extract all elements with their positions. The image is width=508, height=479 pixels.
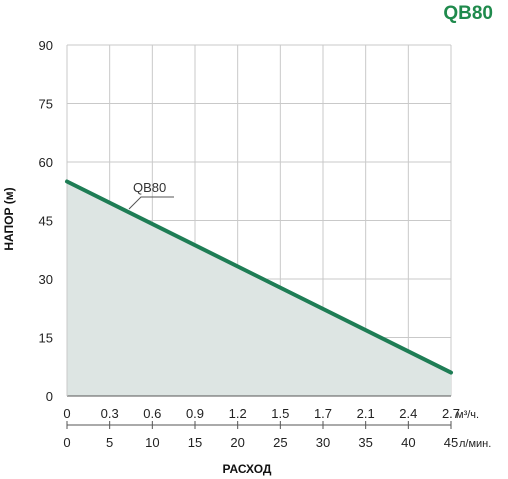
x-primary-tick-label: 2.1: [357, 406, 375, 421]
x-secondary-tick-label: 20: [230, 435, 244, 450]
x-secondary-tick-label: 40: [401, 435, 415, 450]
x-secondary-tick-label: 35: [358, 435, 372, 450]
x-primary-tick-label: 2.4: [399, 406, 417, 421]
x-primary-tick-label: 1.2: [229, 406, 247, 421]
series-label-qb80: QB80: [133, 180, 166, 195]
y-tick-label: 0: [46, 389, 53, 404]
x-secondary-tick-label: 10: [145, 435, 159, 450]
y-tick-label: 30: [39, 272, 53, 287]
x-secondary-tick-label: 45: [444, 435, 458, 450]
y-tick-label: 60: [39, 155, 53, 170]
x-axis-title: РАСХОД: [223, 462, 272, 476]
y-tick-label: 90: [39, 38, 53, 53]
x-secondary-tick-label: 15: [188, 435, 202, 450]
y-tick-label: 15: [39, 331, 53, 346]
x-primary-tick-label: 0.9: [186, 406, 204, 421]
x-primary-tick-label: 1.7: [314, 406, 332, 421]
y-tick-label: 45: [39, 214, 53, 229]
x-secondary-tick-label: 25: [273, 435, 287, 450]
x-secondary-unit: л/мин.: [459, 438, 491, 450]
text-layer: QB80 НАПОР (м) РАСХОД м³/ч. л/мин. 0 15 30…: [2, 3, 493, 476]
area-fill: [67, 181, 451, 396]
x-primary-tick-label: 0.6: [143, 406, 161, 421]
x-secondary-tick-label: 0: [63, 435, 70, 450]
y-axis-title: НАПОР (м): [2, 187, 16, 250]
series-layer: [65, 179, 453, 375]
x-primary-tick-label: 2.7: [442, 406, 460, 421]
x-secondary-tick-label: 5: [106, 435, 113, 450]
x-primary-tick-label: 0.3: [101, 406, 119, 421]
y-tick-label: 75: [39, 97, 53, 112]
area-layer: [67, 181, 451, 396]
x-primary-unit: м³/ч.: [456, 409, 479, 421]
series-line-qb80: [65, 179, 453, 375]
axis-layer: [66, 45, 452, 429]
chart-title: QB80: [443, 3, 493, 24]
x-primary-tick-label: 0: [63, 406, 70, 421]
x-primary-tick-label: 1.5: [271, 406, 289, 421]
series-label-leader: [128, 196, 174, 210]
x-secondary-tick-label: 30: [316, 435, 330, 450]
